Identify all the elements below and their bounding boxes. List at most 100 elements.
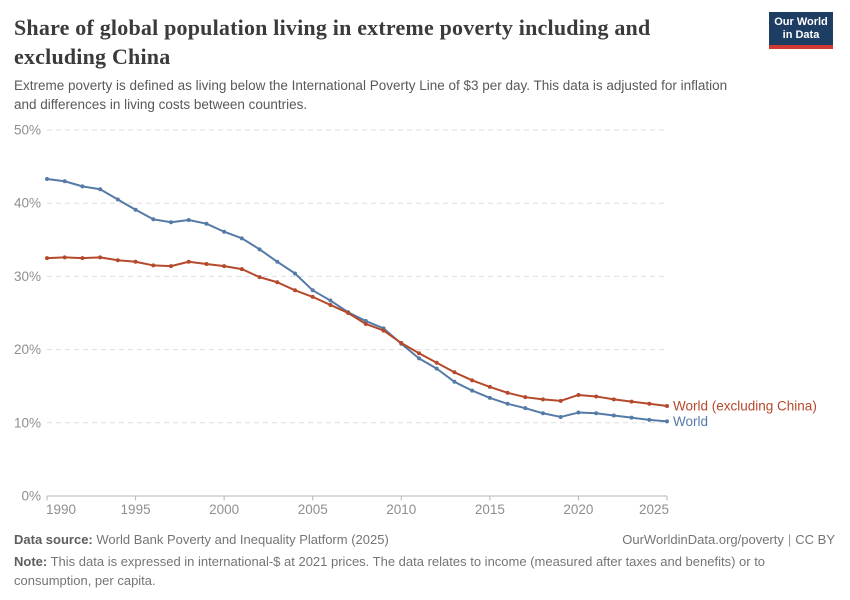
chart-title-line-1: Share of global population living in ext… <box>14 15 651 40</box>
series-world-excluding-china-point-2008 <box>363 321 368 326</box>
series-world-excluding-china-point-1995 <box>133 259 138 264</box>
series-world-point-2001 <box>239 236 244 241</box>
note-text-2: consumption, per capita. <box>14 573 156 588</box>
x-tick-label-2000: 2000 <box>209 502 239 517</box>
x-tick-label-2020: 2020 <box>563 502 593 517</box>
series-world-point-1994 <box>115 197 120 202</box>
series-world-excluding-china-point-1991 <box>62 255 67 260</box>
series-world-point-1998 <box>186 218 191 223</box>
series-world-excluding-china-point-1996 <box>151 263 156 268</box>
y-tick-label-10%: 10% <box>14 415 41 430</box>
series-world-point-2012 <box>434 366 439 371</box>
series-world-excluding-china-point-2006 <box>328 302 333 307</box>
note-text-1: This data is expressed in international-… <box>50 554 766 569</box>
series-world-excluding-china-point-2010 <box>399 341 404 346</box>
series-world-point-2006 <box>328 298 333 303</box>
series-world-excluding-china-point-1998 <box>186 259 191 264</box>
series-world-excluding-china-point-1992 <box>80 256 85 261</box>
x-tick-label-2015: 2015 <box>475 502 505 517</box>
series-world-excluding-china-point-2000 <box>222 264 227 269</box>
x-tick-label-1995: 1995 <box>121 502 151 517</box>
note-line-1: Note: This data is expressed in internat… <box>14 552 835 571</box>
series-world-excluding-china-point-1997 <box>169 264 173 269</box>
series-world-excluding-china-point-1993 <box>98 255 103 260</box>
series-world-point-2016 <box>505 401 510 406</box>
owid-url: OurWorldinData.org/poverty <box>622 532 784 547</box>
series-world-excluding-china-point-2001 <box>239 267 244 272</box>
y-tick-label-20%: 20% <box>14 342 41 357</box>
data-source-line: Data source: World Bank Poverty and Ineq… <box>14 530 389 549</box>
series-world-excluding-china-point-2020 <box>576 392 581 397</box>
license-label: CC BY <box>795 532 835 547</box>
data-source-value: World Bank Poverty and Inequality Platfo… <box>96 532 389 547</box>
x-axis: 1990 1995 2000 2005 2010 2015 2020 2025 <box>46 495 669 517</box>
x-tick-label-2005: 2005 <box>298 502 328 517</box>
series-label-world-excluding-china: World (excluding China) <box>673 398 817 413</box>
series-world-point-1991 <box>62 179 67 184</box>
series-world-point-2018 <box>541 411 545 416</box>
series-world-excluding-china-point-2009 <box>381 328 386 333</box>
y-tick-label-50%: 50% <box>14 123 41 138</box>
attribution-line: OurWorldinData.org/poverty | CC BY <box>622 530 835 549</box>
series-world-excluding-china-point-2019 <box>558 398 563 403</box>
series-world-point-1996 <box>151 217 156 222</box>
series-world-point-1995 <box>133 207 138 212</box>
chart-title-line-2: excluding China <box>14 44 171 69</box>
series-world-excluding-china-point-2017 <box>523 395 528 400</box>
series-world-excluding-china-point-2025 <box>665 403 669 408</box>
x-tick-label-2025: 2025 <box>639 502 669 517</box>
chart-subtitle-line-2: and differences in living costs between … <box>14 97 308 112</box>
chart-title: Share of global population living in ext… <box>14 13 650 71</box>
owid-logo-line-2: in Data <box>782 28 820 41</box>
series-label-world: World <box>673 414 708 429</box>
series-world-point-2005 <box>310 288 315 293</box>
series-world-point-1993 <box>98 187 103 192</box>
series-world-excluding-china-point-2023 <box>629 399 634 404</box>
series-world-excluding-china-point-2015 <box>487 384 492 389</box>
series-world-point-2011 <box>417 356 421 361</box>
series-world-point-2023 <box>629 415 634 420</box>
series-world-point-2003 <box>275 259 280 264</box>
series-world: World <box>45 177 708 429</box>
source-row: Data source: World Bank Poverty and Ineq… <box>14 530 835 549</box>
y-tick-label-0%: 0% <box>21 489 41 504</box>
series-world-excluding-china-point-1994 <box>115 258 120 263</box>
series-world-point-2020 <box>576 410 581 415</box>
attribution-separator: | <box>787 532 792 547</box>
series-world-point-2000 <box>222 229 227 234</box>
owid-logo: Our World in Data <box>769 12 833 49</box>
series-world-excluding-china-point-2005 <box>310 294 315 299</box>
x-tick-label-2010: 2010 <box>386 502 416 517</box>
chart-footer: Data source: World Bank Poverty and Ineq… <box>14 530 835 590</box>
series-world-excluding-china-point-1990 <box>45 256 49 261</box>
series-world-point-2002 <box>257 247 262 252</box>
series-world-excluding-china-point-2007 <box>346 311 351 315</box>
series-world-point-2015 <box>487 395 492 400</box>
series-world-point-2017 <box>523 406 528 411</box>
series-world-line <box>46 178 668 423</box>
y-tick-label-40%: 40% <box>14 196 41 211</box>
series-world-point-2013 <box>452 379 457 384</box>
series-world-point-1992 <box>80 184 85 189</box>
series-world-excluding-china-point-2014 <box>470 378 475 383</box>
data-source-label: Data source: <box>14 532 93 547</box>
chart-subtitle: Extreme poverty is defined as living bel… <box>14 76 727 114</box>
x-tick-label-1990: 1990 <box>46 502 76 517</box>
series-world-excluding-china-line <box>46 256 668 407</box>
series-world-point-2021 <box>594 411 599 416</box>
note-block: Note: This data is expressed in internat… <box>14 552 835 590</box>
series-world-excluding-china-point-1999 <box>204 261 209 266</box>
series-world-excluding-china: World (excluding China) <box>45 255 817 413</box>
series-world-point-2019 <box>558 414 563 419</box>
series-world-excluding-china-point-2021 <box>594 394 599 399</box>
series-world-excluding-china-point-2012 <box>434 360 439 365</box>
series-world-excluding-china-point-2018 <box>541 397 545 402</box>
series-world-point-2004 <box>293 271 297 276</box>
series-world-excluding-china-point-2024 <box>647 401 652 406</box>
series-world-excluding-china-point-2016 <box>505 390 510 395</box>
y-tick-label-30%: 30% <box>14 269 41 284</box>
series-world-point-1999 <box>204 221 209 226</box>
series-world-excluding-china-point-2002 <box>257 275 262 280</box>
